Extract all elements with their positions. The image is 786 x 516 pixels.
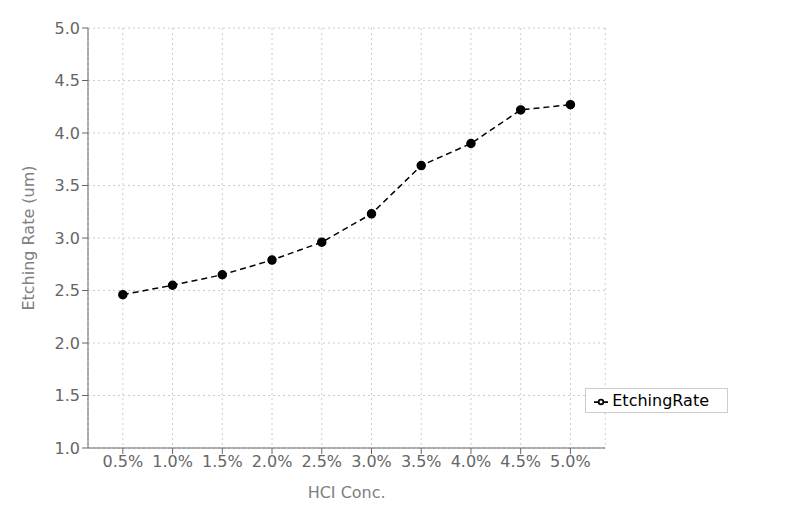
svg-text:2.0: 2.0 — [55, 334, 80, 353]
html-text:EtchingRate: EtchingRate — [612, 391, 709, 410]
svg-text:2.5: 2.5 — [55, 281, 80, 300]
svg-text:1.0%: 1.0% — [152, 452, 193, 471]
svg-text:3.5%: 3.5% — [401, 452, 442, 471]
svg-text:0.5%: 0.5% — [102, 452, 143, 471]
svg-text:4.5: 4.5 — [55, 71, 80, 90]
svg-text:1.5%: 1.5% — [202, 452, 243, 471]
svg-text:2.5%: 2.5% — [301, 452, 342, 471]
svg-text:Etching Rate (um): Etching Rate (um) — [19, 165, 38, 310]
svg-text:4.5%: 4.5% — [500, 452, 541, 471]
svg-text:5.0: 5.0 — [55, 19, 80, 38]
svg-text:2.0%: 2.0% — [252, 452, 293, 471]
svg-text:1.5: 1.5 — [55, 386, 80, 405]
svg-text:HCI Conc.: HCI Conc. — [308, 483, 386, 502]
svg-text:1.0: 1.0 — [55, 439, 80, 458]
svg-text:5.0%: 5.0% — [550, 452, 591, 471]
svg-text:4.0: 4.0 — [55, 124, 80, 143]
svg-text:4.0%: 4.0% — [451, 452, 492, 471]
svg-text:3.5: 3.5 — [55, 176, 80, 195]
svg-text:3.0%: 3.0% — [351, 452, 392, 471]
svg-text:3.0: 3.0 — [55, 229, 80, 248]
